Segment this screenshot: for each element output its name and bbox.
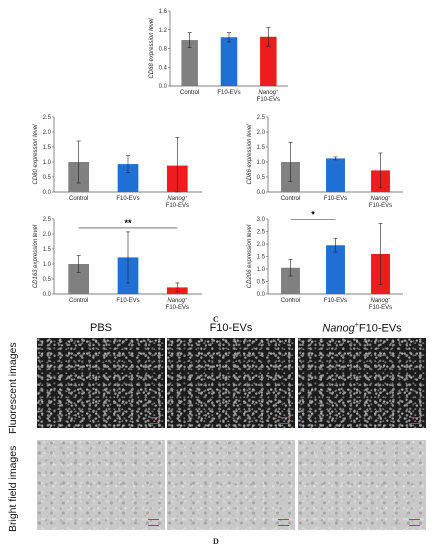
x-tick-label: Control	[281, 196, 300, 202]
fluorescent-image-f10	[167, 338, 295, 428]
y-tick-label: 0.0	[159, 84, 168, 90]
x-tick-label: F10-EVs	[217, 90, 240, 96]
chart-cd206-svg: 0.0 0.5 1.0 1.5 2.0 2.5 3.0 CD206 expression le…	[247, 210, 403, 311]
x-tick-label: F10-EVs	[116, 196, 139, 202]
bar-1	[220, 37, 238, 86]
y-tick-label: 0.5	[257, 280, 266, 286]
y-tick-label: 0.0	[257, 292, 266, 298]
y-axis-label: CD68 expression level	[149, 18, 155, 79]
x-tick-label-line2: F10-EVs	[166, 203, 189, 209]
bar-0	[68, 264, 90, 294]
x-tick-label-line2: F10-EVs	[166, 305, 189, 311]
y-tick-label: 3.0	[257, 217, 266, 223]
bar-0	[181, 40, 198, 86]
bright-field-image-f10	[167, 440, 295, 530]
y-tick-label: 2.0	[43, 232, 52, 238]
y-tick-label: 2.5	[257, 115, 266, 121]
x-tick-label: F10-EVs	[324, 298, 347, 304]
chart-cd86-svg: 0.0 0.5 1.0 1.5 2.0 2.5 CD86 expression level C…	[247, 115, 403, 209]
y-tick-label: 1.0	[43, 262, 52, 268]
chart-cd206: 0.0 0.5 1.0 1.5 2.0 2.5 3.0 CD206 expression le…	[238, 210, 418, 320]
column-header-f10: F10-EVs	[209, 322, 253, 334]
y-tick-label: 0.5	[257, 175, 266, 181]
scale-bar	[409, 417, 420, 424]
panel-label-c: C	[213, 315, 219, 324]
column-header-pbs: PBS	[89, 322, 112, 334]
chart-cd68-svg: 0.0 0.4 0.8 1.2 1.6 CD68 expression level Cont…	[149, 9, 288, 103]
significance-label: *	[311, 210, 315, 220]
x-tick-label-line2: F10-EVs	[369, 203, 392, 209]
y-tick-label: 2.5	[43, 217, 52, 223]
y-tick-label: 0.0	[43, 190, 52, 196]
bar-0	[281, 267, 300, 294]
y-tick-label: 2.0	[257, 242, 266, 248]
y-tick-label: 0.8	[159, 47, 168, 53]
y-axis-label: CD80 expression level	[33, 124, 39, 185]
scale-bar	[148, 417, 159, 424]
bright-field-image-nanog	[298, 440, 426, 530]
x-tick-label: Nanog+	[370, 194, 391, 202]
fluorescent-image-nanog	[298, 338, 426, 428]
bar-2	[260, 36, 277, 86]
x-tick-label-line2: F10-EVs	[257, 97, 280, 103]
chart-cd80: 0.0 0.5 1.0 1.5 2.0 2.5 CD80 expression level C…	[24, 108, 219, 218]
y-tick-label: 1.5	[43, 145, 52, 151]
scale-bar	[148, 519, 159, 526]
y-tick-label: 0.0	[257, 190, 266, 196]
x-tick-label: Nanog+	[370, 296, 391, 304]
y-axis-label: CD86 expression level	[247, 124, 253, 185]
x-tick-label: Control	[69, 298, 88, 304]
bright-field-image-pbs	[37, 440, 165, 530]
chart-cd68: 0.0 0.4 0.8 1.2 1.6 CD68 expression level Cont…	[140, 2, 305, 117]
x-tick-label-line2: F10-EVs	[369, 305, 392, 311]
bar-1	[326, 245, 345, 294]
x-tick-label: F10-EVs	[116, 298, 139, 304]
significance-label: **	[124, 218, 132, 228]
x-tick-label: Nanog+	[167, 296, 188, 304]
y-tick-label: 0.4	[159, 65, 168, 71]
fluorescent-image-pbs	[37, 338, 165, 428]
x-tick-label: Nanog+	[167, 194, 188, 202]
bar-1	[326, 158, 345, 192]
scale-bar	[278, 519, 289, 526]
y-tick-label: 1.5	[257, 255, 266, 261]
y-tick-label: 1.5	[43, 247, 52, 253]
scale-bar	[409, 519, 420, 526]
panel-label-d: D	[213, 537, 219, 546]
scale-bar	[278, 417, 289, 424]
x-tick-label: Control	[69, 196, 88, 202]
x-tick-label: F10-EVs	[324, 196, 347, 202]
y-tick-label: 2.0	[257, 130, 266, 136]
chart-cd163-svg: 0.0 0.5 1.0 1.5 2.0 2.5 CD163 expression level…	[33, 217, 202, 311]
chart-cd163: 0.0 0.5 1.0 1.5 2.0 2.5 CD163 expression level…	[24, 210, 219, 320]
y-axis-label: CD163 expression level	[33, 224, 39, 288]
y-tick-label: 1.5	[257, 145, 266, 151]
y-tick-label: 1.0	[43, 160, 52, 166]
column-header-nanog: Nanog+F10-EVs	[322, 322, 402, 335]
x-tick-label: Nanog+	[258, 88, 279, 96]
bar-1	[117, 164, 139, 192]
x-tick-label: Control	[281, 298, 300, 304]
x-tick-label: Control	[180, 90, 199, 96]
y-tick-label: 1.0	[257, 267, 266, 273]
chart-cd86: 0.0 0.5 1.0 1.5 2.0 2.5 CD86 expression level C…	[238, 108, 418, 218]
y-tick-label: 2.5	[257, 230, 266, 236]
y-tick-label: 1.0	[257, 160, 266, 166]
y-tick-label: 0.5	[43, 277, 52, 283]
y-tick-label: 1.6	[159, 9, 168, 15]
y-tick-label: 1.2	[159, 28, 168, 34]
row-label-bright-field: Bright field images	[7, 445, 19, 532]
y-tick-label: 0.0	[43, 292, 52, 298]
y-tick-label: 2.5	[43, 115, 52, 121]
row-label-fluorescent: Fluorescent images	[7, 342, 19, 434]
y-axis-label: CD206 expression level	[247, 224, 253, 288]
y-tick-label: 2.0	[43, 130, 52, 136]
chart-cd80-svg: 0.0 0.5 1.0 1.5 2.0 2.5 CD80 expression level C…	[33, 115, 202, 209]
y-tick-label: 0.5	[43, 175, 52, 181]
